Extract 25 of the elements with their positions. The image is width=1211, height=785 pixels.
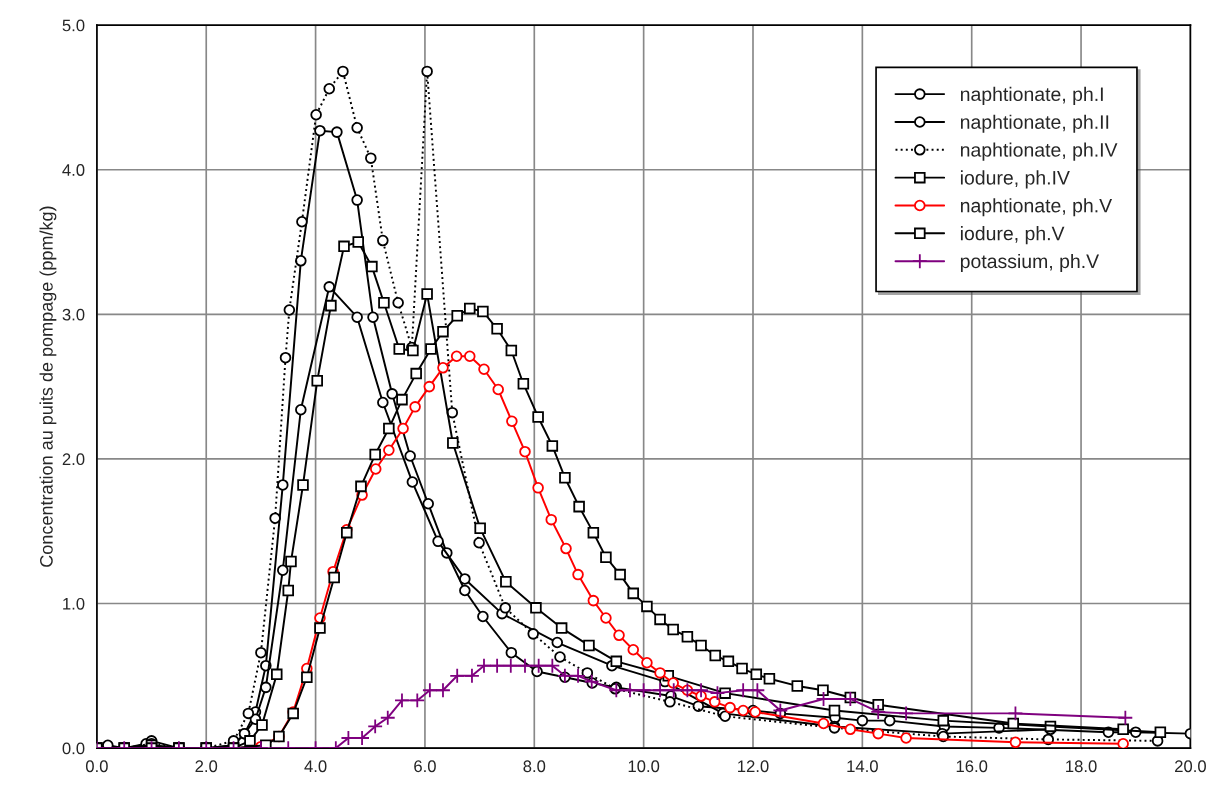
y-tick-label: 3.0 [62,308,85,321]
x-tick-label: 2.0 [195,760,218,773]
legend-label: iodure, ph.V [960,226,1065,245]
x-tick-label: 8.0 [523,760,546,773]
legend-label: naphtionate, ph.II [960,114,1109,133]
x-tick-label: 6.0 [414,760,436,773]
legend-label: potassium, ph.V [960,253,1100,273]
x-tick-label: 0.0 [85,760,108,773]
legend-label: naphtionate, ph.IV [960,142,1118,161]
x-tick-label: 12.0 [738,760,769,773]
y-tick-label: 1.0 [63,597,85,610]
y-tick-label: 4.0 [62,164,85,176]
x-tick-label: 18.0 [1066,760,1097,773]
y-tick-label: 5.0 [62,19,85,32]
x-tick-label: 14.0 [847,760,878,773]
x-tick-label: 4.0 [304,760,327,773]
y-tick-label: 2.0 [62,453,85,466]
x-tick-label: 16.0 [956,760,988,773]
y-tick-label: 0.0 [62,742,85,755]
x-tick-label: 20.0 [1175,760,1206,773]
y-axis-title: Concentration au puits de pompage (ppm/kg) [39,206,57,567]
legend-label: naphtionate, ph.V [960,198,1113,217]
legend-label: naphtionate, ph.I [960,86,1103,105]
legend-label: iodure, ph.IV [960,170,1070,189]
x-tick-label: 10.0 [628,760,660,773]
